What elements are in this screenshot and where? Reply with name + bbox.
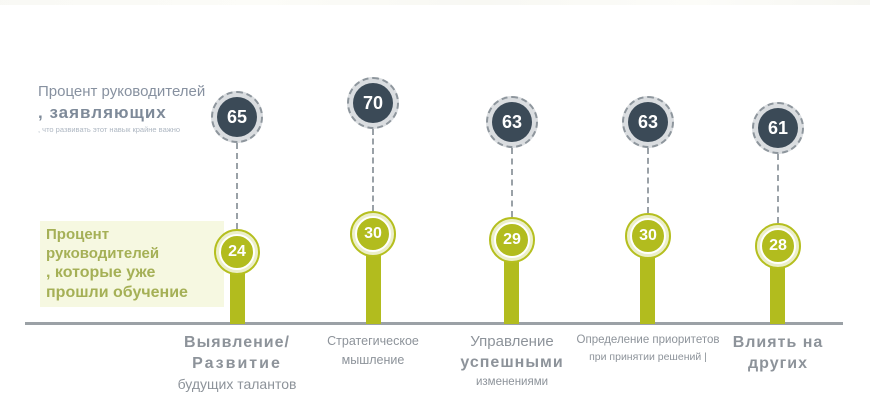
trained-bubble: 30	[625, 213, 671, 259]
trained-value: 30	[355, 216, 391, 252]
trained-bubble: 24	[214, 229, 260, 275]
trained-bubble: 28	[755, 223, 801, 269]
trained-value: 24	[219, 234, 255, 270]
category-line: Управление	[470, 333, 554, 350]
category-line: Стратегическое	[327, 334, 419, 348]
important-skill-bubble: 63	[486, 96, 538, 148]
legend-bottom-line3: прошли обучение	[46, 284, 188, 301]
important-skill-bubble: 70	[347, 77, 399, 129]
category-line: других	[747, 355, 809, 372]
trained-value: 29	[494, 222, 530, 258]
category-line: Определение приоритетов	[576, 334, 720, 346]
dashed-connector	[372, 129, 374, 211]
category-line: изменениями	[475, 376, 549, 388]
legend-top-line3: , что развивать этот навык крайне важно	[38, 125, 181, 134]
category-label-influence: Влиять на других	[733, 332, 824, 374]
trained-bubble: 30	[350, 211, 396, 257]
important-skill-bubble: 63	[622, 96, 674, 148]
legend-bottom-series: Процент руководителей , которые уже прош…	[40, 221, 224, 307]
legend-bottom-line2: , которые уже	[46, 264, 156, 281]
category-line: Влиять на	[732, 334, 824, 351]
important-skill-value: 63	[628, 102, 668, 142]
important-skill-value: 63	[492, 102, 532, 142]
category-label-talents: Выявление/ Развитие будущих талантов	[178, 332, 297, 394]
legend-bottom-line1: Процент руководителей	[46, 226, 160, 262]
category-line: мышление	[341, 353, 405, 367]
trained-value: 30	[630, 218, 666, 254]
category-line: будущих талантов	[177, 376, 297, 392]
category-label-strategic: Стратегическое мышление	[327, 332, 419, 370]
category-line: Развитие	[192, 355, 282, 372]
baseline-axis	[25, 322, 843, 325]
legend-top-line2: , заявляющих	[38, 103, 167, 122]
dashed-connector	[647, 148, 649, 213]
important-skill-bubble: 61	[752, 102, 804, 154]
important-skill-value: 65	[217, 97, 257, 137]
category-line: при принятии решений |	[589, 351, 707, 363]
cropped-text-artifact	[0, 0, 870, 5]
category-label-change: Управление успешными изменениями	[460, 332, 563, 391]
dashed-connector	[236, 143, 238, 229]
trained-value: 28	[760, 228, 796, 264]
category-line: Выявление/	[184, 334, 290, 351]
important-skill-bubble: 65	[211, 91, 263, 143]
important-skill-value: 61	[758, 108, 798, 148]
important-skill-value: 70	[353, 83, 393, 123]
dashed-connector	[777, 154, 779, 223]
legend-top-series: Процент руководителей , заявляющих , что…	[38, 82, 228, 135]
category-line: успешными	[460, 354, 564, 371]
legend-top-line1: Процент руководителей	[38, 83, 206, 100]
dashed-connector	[511, 148, 513, 217]
category-label-priorities: Определение приоритетов при принятии реш…	[577, 332, 720, 365]
trained-bubble: 29	[489, 217, 535, 263]
